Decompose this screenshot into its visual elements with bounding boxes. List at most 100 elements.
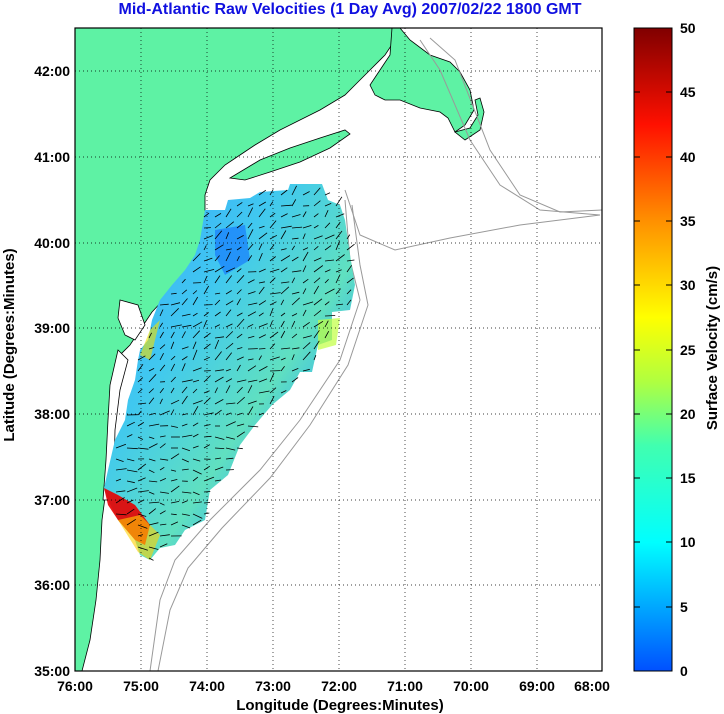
velocity-arrow [247,406,254,416]
velocity-arrow [192,379,200,383]
y-tick: 39:00 [34,320,70,336]
velocity-arrow [148,388,154,394]
velocity-arrow [181,447,191,452]
velocity-arrow [170,387,175,394]
velocity-arrow [181,331,186,339]
velocity-arrow [181,434,193,438]
velocity-arrow [203,375,211,383]
velocity-arrow [203,444,211,449]
velocity-arrow [170,501,180,504]
velocity-arrow [302,335,312,339]
colorbar-tick: 10 [680,534,696,550]
velocity-arrow [258,348,266,350]
velocity-arrow [148,522,159,526]
velocity-arrow [346,265,353,273]
velocity-arrow [137,364,144,372]
velocity-arrow [291,333,298,339]
velocity-arrow [313,257,322,262]
velocity-arrow [225,412,232,416]
velocity-arrow [225,267,236,273]
velocity-arrow [148,353,156,361]
colorbar-label: Surface Velocity (cm/s) [704,266,721,430]
map-frame [74,27,603,672]
velocity-arrow [302,265,307,273]
velocity-arrow [291,291,300,295]
velocity-arrow [192,388,198,394]
x-tick: 70:00 [453,678,489,694]
velocity-arrow [335,269,342,273]
velocity-arrow [280,213,288,218]
velocity-arrow [170,425,178,428]
velocity-arrow [203,269,215,273]
velocity-arrow [192,476,199,482]
velocity-arrow [159,364,166,372]
velocity-arrow [159,303,169,306]
velocity-arrow [236,256,240,262]
velocity-arrow [236,318,245,328]
velocity-arrow [214,466,224,471]
velocity-arrow [159,322,164,328]
velocity-arrow [137,447,149,450]
velocity-arrow [280,312,286,317]
velocity-arrow [258,412,264,416]
velocity-arrow [203,212,210,218]
y-tick: 40:00 [34,235,70,251]
velocity-arrow [280,204,292,207]
velocity-arrow [148,501,160,504]
velocity-arrow [170,363,176,372]
velocity-arrow [247,279,255,284]
velocity-arrow [302,288,307,295]
velocity-arrow [280,230,287,240]
velocity-arrow [313,340,320,350]
colorbar-tick: 40 [680,149,696,165]
velocity-arrow [258,268,266,273]
velocity-arrow [236,312,243,317]
velocity-arrow [280,330,286,339]
velocity-arrow [214,230,223,240]
y-tick: 41:00 [34,149,70,165]
y-tick: 35:00 [34,663,70,679]
velocity-arrow [170,308,179,317]
velocity-arrow [247,358,254,361]
velocity-arrow [181,458,189,463]
velocity-arrow [203,343,211,350]
velocity-arrow [236,347,243,350]
velocity-arrow [137,499,145,504]
velocity-arrow [170,399,180,405]
velocity-arrow [313,285,320,295]
colorbar-ticks [634,91,672,672]
velocity-arrow [126,421,135,427]
velocity-arrow [214,447,225,449]
velocity-arrow [214,275,221,284]
velocity-arrow [313,213,319,218]
velocity-arrow [247,302,258,306]
velocity-arrow [236,364,241,372]
velocity-arrow [148,443,158,449]
velocity-arrow [324,245,332,251]
velocity-arrow [335,240,340,251]
velocity-arrow [291,277,296,284]
velocity-arrow [159,458,169,461]
velocity-arrow [324,320,329,328]
velocity-arrow [214,369,224,372]
velocity-arrow [159,410,170,416]
velocity-arrow [236,275,245,284]
velocity-arrow [181,395,188,405]
velocity-arrow [137,388,143,394]
velocity-arrow [302,278,309,284]
velocity-arrow [258,189,267,196]
velocity-arrow [148,546,159,550]
velocity-arrow [236,386,243,394]
velocity-arrow [214,436,225,440]
velocity-arrow [225,385,231,394]
velocity-arrow [159,523,167,526]
map-title: Mid-Atlantic Raw Velocities (1 Day Avg) … [118,1,582,18]
velocity-arrow [126,458,135,462]
velocity-arrow [126,469,138,473]
velocity-arrow [192,253,201,262]
velocity-arrow [126,518,137,526]
velocity-arrow [192,445,199,449]
velocity-arrow [291,237,299,240]
velocity-arrow [148,423,160,427]
